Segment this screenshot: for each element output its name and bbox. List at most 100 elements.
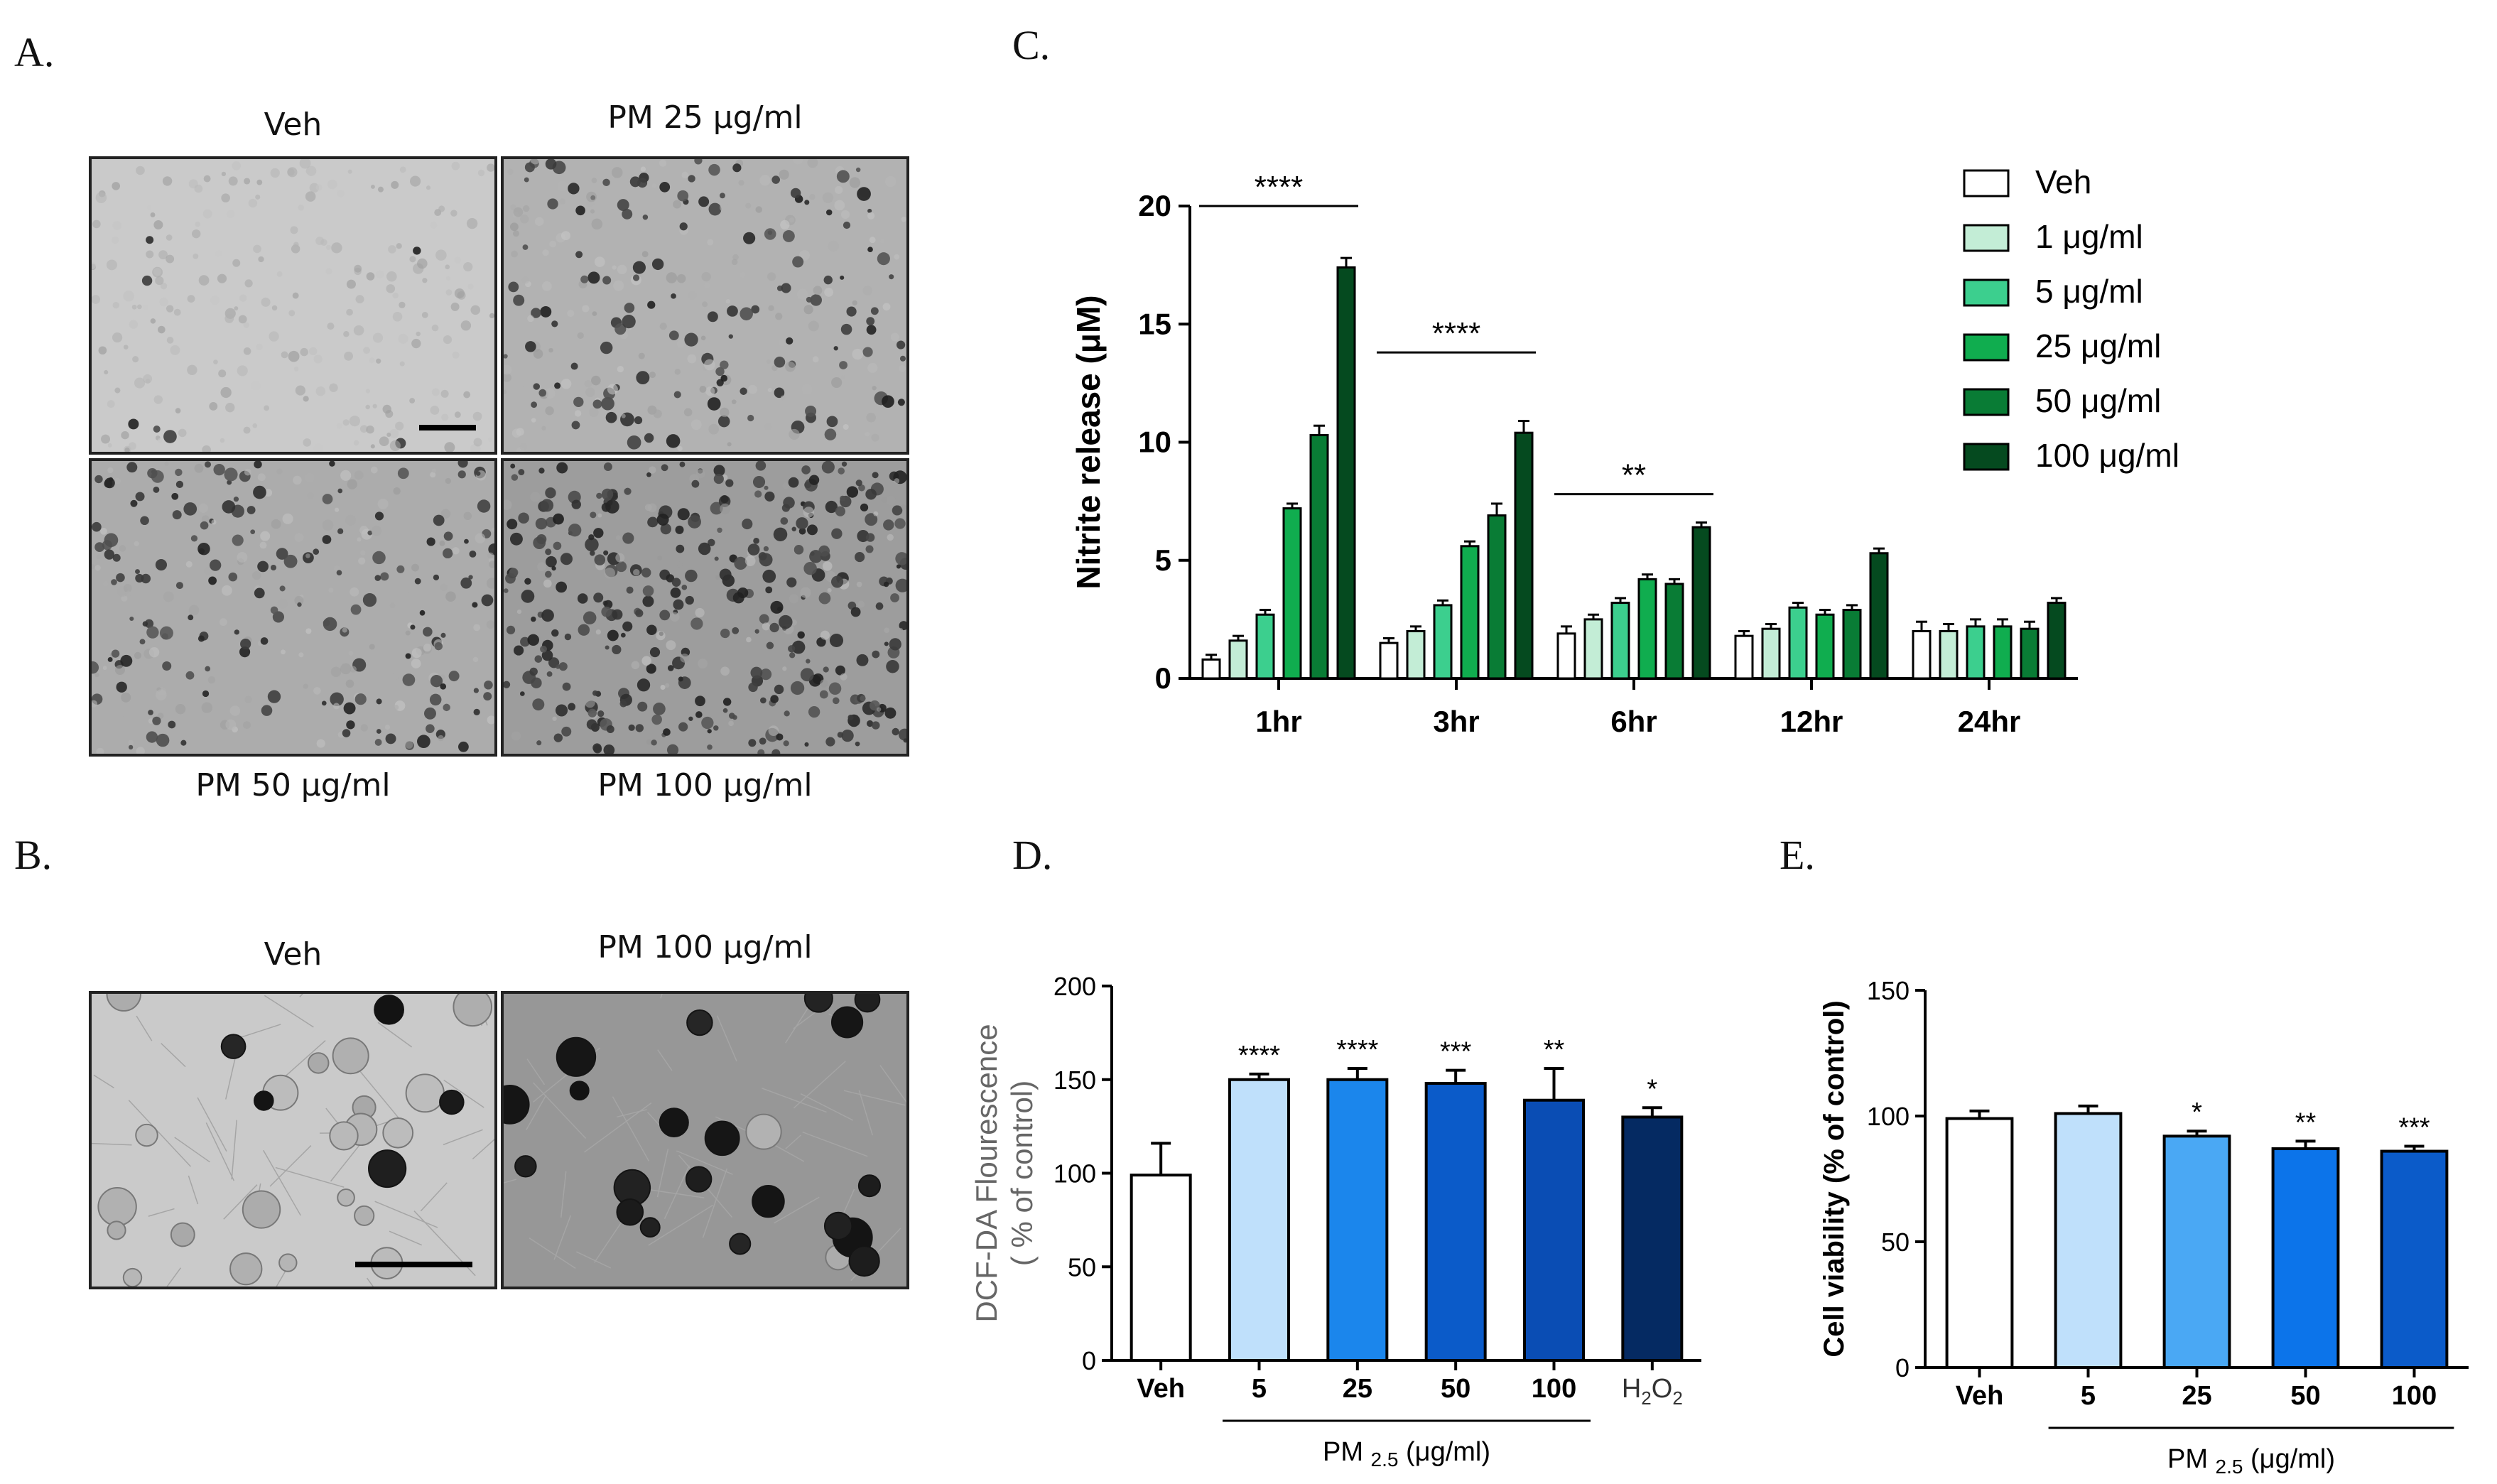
cell-speck: [228, 176, 238, 186]
bar: [1788, 606, 1808, 680]
cell-speck: [210, 296, 220, 305]
cell-speck: [714, 556, 719, 561]
cell-speck: [624, 487, 632, 495]
cell-speck: [384, 724, 391, 730]
cell-speck: [358, 557, 366, 565]
cell-speck: [162, 176, 173, 186]
cell-speck: [543, 579, 552, 588]
cell-speck: [801, 465, 811, 475]
cell-speck: [646, 472, 651, 477]
cell-speck: [398, 333, 408, 344]
cell-speck: [604, 567, 615, 579]
cell-speck: [244, 279, 253, 288]
cell-speck: [720, 202, 730, 212]
cell-speck: [720, 374, 728, 382]
cell-speck: [260, 637, 269, 645]
cell-speck: [116, 681, 127, 693]
cell-speck: [677, 190, 689, 202]
bar: [1201, 658, 1221, 680]
cell-speck: [615, 553, 625, 563]
cell-speck: [488, 543, 494, 556]
cell-speck: [869, 237, 876, 244]
cell-speck: [779, 614, 793, 629]
cell-speck: [347, 479, 357, 489]
legend-swatch: [1963, 169, 2010, 197]
cell-speck: [897, 399, 905, 406]
cell-speck: [677, 561, 683, 568]
cell-speck: [330, 692, 344, 707]
cell-blob: [382, 1117, 414, 1149]
cell-speck: [826, 416, 838, 428]
cell-speck: [166, 254, 175, 264]
cell-speck: [601, 606, 612, 617]
cell-speck: [224, 467, 238, 482]
cell-speck: [890, 593, 899, 602]
cell-speck: [509, 532, 523, 546]
cell-speck: [435, 249, 447, 261]
cell-speck: [507, 168, 514, 175]
cell-speck: [720, 193, 725, 199]
cell-speck: [786, 337, 793, 345]
cell-speck: [551, 565, 556, 571]
cell-speck: [541, 281, 552, 291]
cell-speck: [833, 346, 838, 351]
cell-speck: [178, 428, 187, 438]
cell-speck: [540, 305, 552, 318]
cell-speck: [269, 331, 279, 342]
cell-speck: [715, 575, 720, 580]
cell-speck: [187, 364, 197, 375]
cell-speck: [546, 556, 557, 568]
cell-speck: [602, 276, 612, 285]
x-tick-label: Veh: [1956, 1381, 2004, 1411]
cell-speck: [522, 244, 529, 250]
cell-speck: [492, 527, 494, 532]
cell-speck: [664, 683, 670, 688]
cell-speck: [243, 426, 251, 434]
cell-speck: [546, 671, 553, 677]
cell-speck: [892, 727, 899, 736]
cell-speck: [593, 592, 604, 603]
y-tick-label: 100: [1867, 1102, 1910, 1131]
cell-speck: [793, 545, 804, 555]
cell-speck: [666, 574, 675, 583]
cell-speck: [243, 721, 251, 729]
cell-speck: [328, 587, 334, 593]
cell-speck: [394, 705, 399, 710]
cell-speck: [527, 315, 534, 323]
fiber-line: [617, 1109, 647, 1118]
cell-speck: [719, 568, 732, 581]
cell-speck: [673, 391, 681, 399]
cell-speck: [258, 256, 264, 263]
cell-speck: [237, 552, 248, 563]
cell-speck: [541, 649, 553, 661]
cell-speck: [460, 320, 472, 331]
scale-bar-a: [419, 425, 476, 430]
cell-speck: [114, 387, 121, 394]
fiber-line: [716, 1015, 737, 1062]
cell-speck: [128, 442, 136, 450]
cell-speck: [156, 733, 170, 747]
cell-speck: [633, 569, 640, 576]
cell-speck: [671, 293, 676, 299]
cell-speck: [734, 556, 747, 570]
y-axis-label: Cell viability (% of control): [1819, 1000, 1850, 1357]
cell-speck: [866, 720, 874, 727]
cell-speck: [472, 602, 478, 608]
cell-speck: [651, 740, 657, 746]
cell-speck: [601, 396, 614, 411]
cell-speck: [463, 391, 471, 399]
cell-speck: [371, 526, 382, 536]
cell-speck: [279, 585, 286, 592]
micrograph-b-title-veh: Veh: [264, 936, 323, 973]
cell-speck: [102, 666, 107, 671]
cell-speck: [402, 673, 416, 686]
bar: [1282, 507, 1302, 680]
cell-speck: [426, 537, 435, 546]
cell-speck: [824, 428, 837, 440]
fiber-line: [762, 1088, 827, 1113]
legend-label: 1 μg/ml: [2035, 218, 2143, 255]
cell-speck: [166, 234, 173, 241]
cell-speck: [448, 671, 460, 682]
cell-speck: [156, 689, 167, 700]
cell-speck: [343, 331, 350, 337]
